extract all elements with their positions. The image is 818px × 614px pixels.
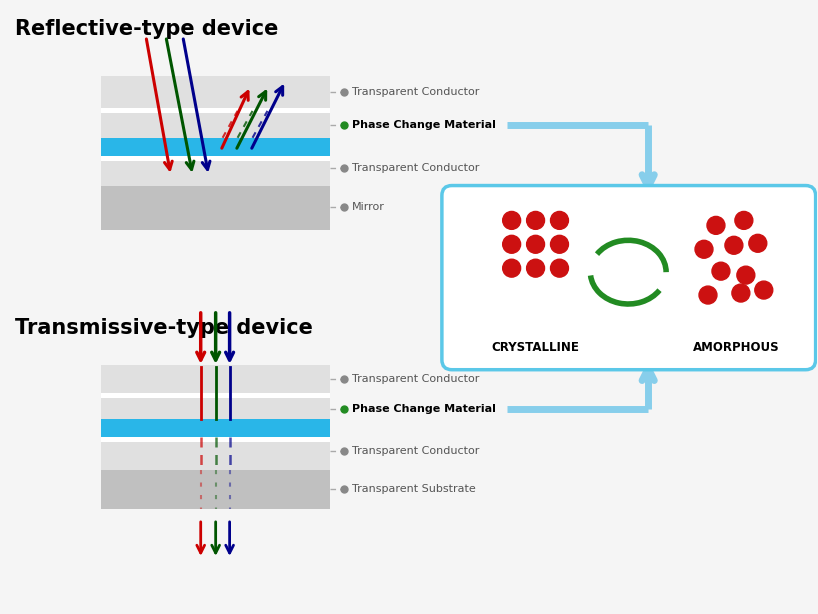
Text: Phase Change Material: Phase Change Material	[353, 120, 496, 130]
Bar	[101, 365, 330, 392]
Circle shape	[725, 236, 743, 254]
Bar	[101, 392, 330, 398]
Circle shape	[527, 235, 545, 253]
Text: Transparent Conductor: Transparent Conductor	[353, 446, 479, 456]
Circle shape	[551, 259, 569, 277]
Bar	[101, 398, 330, 419]
Text: Transparent Conductor: Transparent Conductor	[353, 163, 479, 173]
Circle shape	[551, 211, 569, 230]
Bar	[101, 437, 330, 442]
Circle shape	[699, 286, 717, 304]
Text: CRYSTALLINE: CRYSTALLINE	[492, 341, 579, 354]
FancyBboxPatch shape	[442, 185, 816, 370]
Text: Transmissive-type device: Transmissive-type device	[16, 318, 313, 338]
Circle shape	[695, 240, 713, 258]
Circle shape	[755, 281, 773, 299]
Circle shape	[707, 216, 725, 235]
Bar	[101, 108, 330, 113]
Bar	[101, 161, 330, 185]
Circle shape	[503, 211, 520, 230]
Circle shape	[732, 284, 750, 302]
Text: Transparent Substrate: Transparent Substrate	[353, 484, 476, 494]
Text: Transparent Conductor: Transparent Conductor	[353, 374, 479, 384]
Circle shape	[735, 211, 753, 230]
Bar	[101, 113, 330, 138]
Circle shape	[712, 262, 730, 280]
Text: Phase Change Material: Phase Change Material	[353, 403, 496, 414]
Circle shape	[551, 235, 569, 253]
Circle shape	[748, 235, 766, 252]
Bar	[101, 76, 330, 230]
Text: Reflective-type device: Reflective-type device	[16, 19, 279, 39]
Circle shape	[737, 266, 755, 284]
Circle shape	[527, 259, 545, 277]
Bar	[101, 442, 330, 470]
Bar	[101, 156, 330, 161]
Text: AMORPHOUS: AMORPHOUS	[693, 341, 780, 354]
Text: Mirror: Mirror	[353, 203, 385, 212]
Bar	[101, 76, 330, 108]
Circle shape	[503, 259, 520, 277]
Bar	[101, 470, 330, 509]
Circle shape	[503, 235, 520, 253]
Text: Transparent Conductor: Transparent Conductor	[353, 87, 479, 97]
Bar	[101, 419, 330, 437]
Bar	[101, 185, 330, 230]
Bar	[101, 138, 330, 156]
Circle shape	[527, 211, 545, 230]
